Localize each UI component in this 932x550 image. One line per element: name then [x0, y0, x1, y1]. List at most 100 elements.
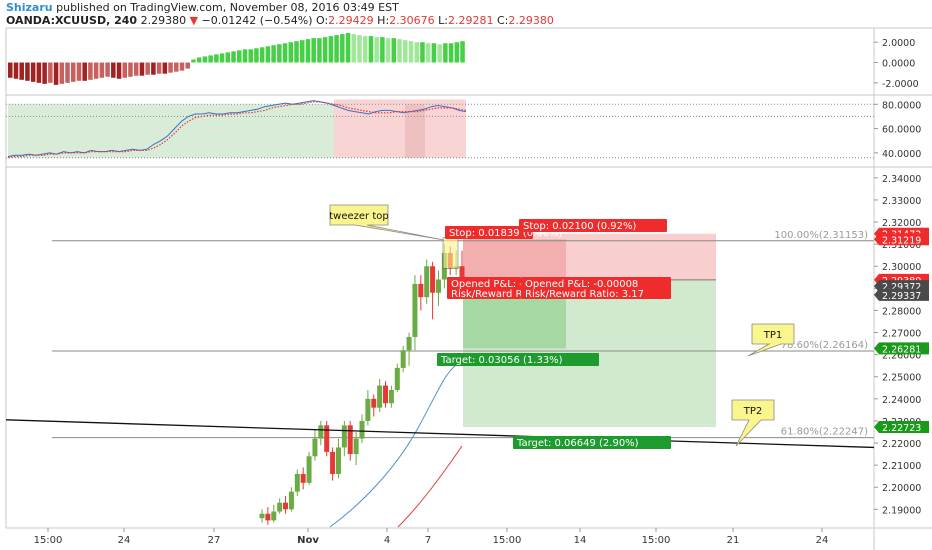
momentum-bar [414, 42, 419, 63]
momentum-bar [242, 49, 248, 63]
stoch-tick-label: 80.0000 [882, 100, 921, 111]
candle-body [330, 451, 336, 474]
price-tag-label: 2.22723 [882, 423, 921, 434]
momentum-tick-label: 2.0000 [882, 38, 915, 49]
price-tick-label: 2.20000 [882, 483, 921, 494]
momentum-bar [25, 62, 30, 81]
momentum-bar [443, 43, 448, 63]
candle-body [424, 266, 430, 298]
momentum-bar [265, 46, 271, 63]
momentum-bar [454, 42, 460, 63]
momentum-bar [294, 41, 299, 63]
momentum-bar [374, 37, 379, 63]
momentum-bar [191, 59, 196, 63]
candle-body [412, 283, 418, 337]
x-tick-label: 27 [208, 535, 221, 546]
momentum-bar [59, 62, 65, 84]
stop-label-1-text: Stop: 0.01839 (0.80%) [449, 228, 562, 239]
target-label-1-box [437, 353, 599, 366]
price-tag-label: 2.31219 [882, 235, 921, 246]
stop-label-2-box [519, 219, 667, 232]
author-link[interactable]: Shizaru [6, 1, 53, 14]
momentum-bar [231, 51, 236, 63]
tweezer-callout-bubble [329, 204, 445, 241]
candle-body [294, 473, 300, 492]
x-tick-label: 24 [816, 535, 829, 546]
momentum-bar [317, 38, 322, 63]
momentum-bar [145, 62, 150, 75]
momentum-bar [219, 53, 225, 63]
tp1-callout-text: TP1 [763, 330, 783, 341]
publish-line: Shizaru published on TradingView.com, No… [6, 1, 399, 14]
momentum-bar [460, 41, 465, 63]
momentum-bar [391, 38, 397, 63]
price-tag [874, 233, 929, 246]
price-tick-label: 2.27000 [882, 329, 921, 340]
momentum-bar [425, 43, 431, 63]
low-value: 2.29281 [448, 14, 494, 27]
stop-zone-1 [463, 239, 566, 280]
candle-body [265, 513, 271, 521]
momentum-bar [8, 62, 13, 78]
price-tick-label: 2.19000 [882, 505, 921, 516]
momentum-bar [448, 43, 454, 63]
price-tag-label: 2.29337 [882, 291, 921, 302]
momentum-bar [305, 39, 311, 63]
candle-body [312, 438, 318, 457]
x-tick-label: 7 [425, 535, 431, 546]
x-tick-label: Nov [297, 535, 319, 546]
stop-label-2-text: Stop: 0.02100 (0.92%) [523, 221, 636, 232]
stop-label-1-box [445, 226, 533, 239]
momentum-bar [345, 33, 351, 63]
candle-body [459, 266, 465, 280]
momentum-bar [179, 62, 185, 71]
position-info-2-text: Opened P&L: -0.00008 [525, 279, 638, 290]
momentum-bar [437, 44, 442, 63]
candle-body [400, 350, 406, 368]
chart-header: Shizaru published on TradingView.com, No… [0, 0, 932, 28]
close-value: 2.29380 [508, 14, 554, 27]
ohlc-line: OANDA:XCUUSD, 240 2.29380 ▼ −0.01242 (−0… [6, 14, 554, 27]
position-info-1-box [447, 277, 521, 299]
x-tick-label: 14 [574, 535, 587, 546]
momentum-bar [322, 37, 328, 63]
candle-body [318, 425, 324, 439]
x-tick-label: 24 [118, 535, 131, 546]
price-tick-label: 2.33000 [882, 196, 921, 207]
candle-body [341, 425, 347, 448]
price-tick-label: 2.21000 [882, 461, 921, 472]
x-tick-label: 15:00 [493, 535, 522, 546]
price-tick-label: 2.26000 [882, 351, 921, 362]
candle-body [430, 266, 436, 293]
momentum-bar [116, 62, 122, 79]
momentum-bar [431, 43, 437, 63]
x-tick-label: 15:00 [642, 535, 671, 546]
price-tick-label: 2.30000 [882, 262, 921, 273]
price-tick-label: 2.22000 [882, 439, 921, 450]
tp1-callout-bubble [747, 323, 795, 357]
momentum-bar [368, 36, 374, 63]
momentum-bar [282, 43, 288, 63]
momentum-bar [128, 62, 133, 77]
target-label-2-box [513, 436, 671, 449]
stoch-tick-label: 60.0000 [882, 125, 921, 136]
momentum-bar [259, 47, 265, 63]
position-info-1-text: Opened P&L: -0.00008 [451, 279, 564, 290]
momentum-bar [111, 62, 116, 78]
momentum-bar [13, 62, 19, 79]
price-change: −0.01242 (−0.54%) [201, 14, 313, 27]
momentum-bar [420, 42, 425, 63]
momentum-bar [202, 56, 208, 63]
momentum-bar [351, 34, 357, 63]
momentum-bar [385, 38, 391, 63]
symbol-label[interactable]: OANDA:XCUUSD, 240 [6, 14, 138, 27]
candle-body [394, 367, 400, 390]
momentum-bar [397, 39, 402, 63]
price-tag [874, 288, 929, 301]
momentum-bar [237, 50, 242, 63]
momentum-bar [30, 62, 36, 82]
momentum-bar [168, 62, 173, 73]
momentum-bar [248, 49, 253, 63]
open-value: 2.29429 [328, 14, 374, 27]
